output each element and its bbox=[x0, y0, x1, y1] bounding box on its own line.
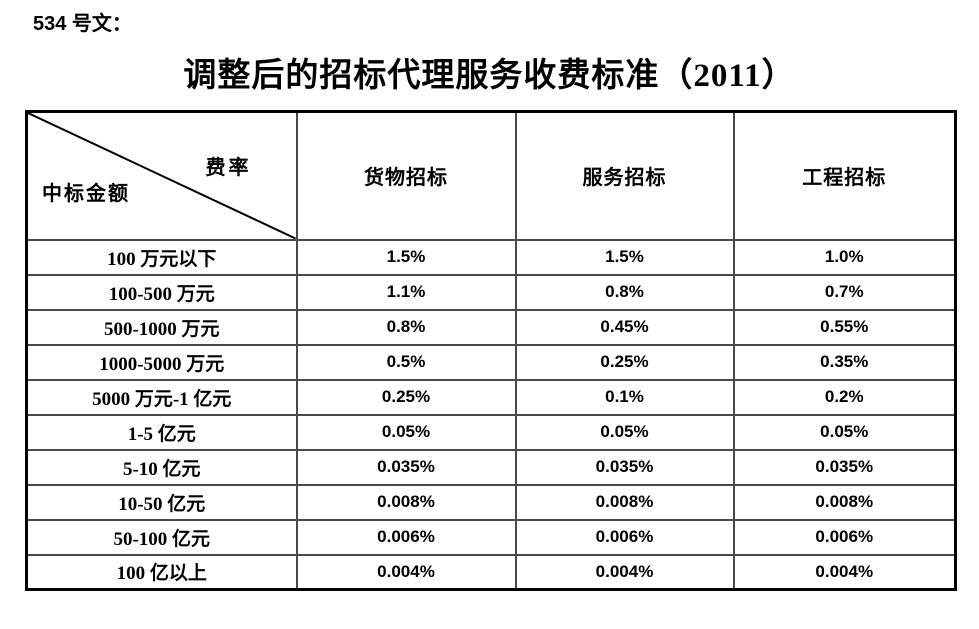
table-row: 10-50 亿元 0.008% 0.008% 0.008% bbox=[25, 483, 957, 521]
rate-value: 0.004% bbox=[514, 553, 735, 591]
rate-value: 0.006% bbox=[514, 518, 735, 556]
rate-value: 0.25% bbox=[514, 343, 735, 381]
table-row: 100 亿以上 0.004% 0.004% 0.004% bbox=[25, 553, 957, 591]
rate-value: 0.004% bbox=[295, 553, 517, 591]
doc-number-label: 534 号文： bbox=[33, 13, 132, 35]
table-row: 1-5 亿元 0.05% 0.05% 0.05% bbox=[25, 413, 957, 451]
rate-value: 0.05% bbox=[514, 413, 735, 451]
table-row: 50-100 亿元 0.006% 0.006% 0.006% bbox=[25, 518, 957, 556]
rate-value: 1.1% bbox=[295, 273, 517, 311]
rate-value: 0.1% bbox=[514, 378, 735, 416]
rate-value: 0.008% bbox=[514, 483, 735, 521]
row-label: 100-500 万元 bbox=[25, 273, 298, 311]
rate-value: 0.45% bbox=[514, 308, 735, 346]
rate-value: 0.7% bbox=[732, 273, 957, 311]
row-label: 10-50 亿元 bbox=[25, 483, 298, 521]
rate-value: 0.035% bbox=[732, 448, 957, 486]
row-label: 5-10 亿元 bbox=[25, 448, 298, 486]
rate-value: 0.035% bbox=[295, 448, 517, 486]
row-label: 50-100 亿元 bbox=[25, 518, 298, 556]
corner-label-bid-amount: 中标金额 bbox=[42, 182, 130, 205]
rate-value: 0.05% bbox=[732, 413, 957, 451]
rate-value: 0.008% bbox=[295, 483, 517, 521]
row-label: 5000 万元-1 亿元 bbox=[25, 378, 298, 416]
rate-value: 0.55% bbox=[732, 308, 957, 346]
rate-value: 0.006% bbox=[295, 518, 517, 556]
row-label: 100 亿以上 bbox=[25, 553, 298, 591]
table-row: 1000-5000 万元 0.5% 0.25% 0.35% bbox=[25, 343, 957, 381]
rate-value: 0.8% bbox=[295, 308, 517, 346]
table-row: 100 万元以下 1.5% 1.5% 1.0% bbox=[25, 238, 957, 276]
rate-value: 0.5% bbox=[295, 343, 517, 381]
corner-header-cell: 费率 中标金额 bbox=[25, 110, 298, 241]
table-row: 5-10 亿元 0.035% 0.035% 0.035% bbox=[25, 448, 957, 486]
column-header-service-bidding: 服务招标 bbox=[514, 110, 735, 241]
rate-value: 0.05% bbox=[295, 413, 517, 451]
diagonal-divider-line bbox=[28, 113, 296, 239]
row-label: 1000-5000 万元 bbox=[25, 343, 298, 381]
rate-value: 0.035% bbox=[514, 448, 735, 486]
table-row: 100-500 万元 1.1% 0.8% 0.7% bbox=[25, 273, 957, 311]
rate-value: 1.5% bbox=[295, 238, 517, 276]
page-title: 调整后的招标代理服务收费标准（2011） bbox=[183, 58, 796, 94]
row-label: 100 万元以下 bbox=[25, 238, 298, 276]
row-label: 500-1000 万元 bbox=[25, 308, 298, 346]
table-header-row: 费率 中标金额 货物招标 服务招标 工程招标 bbox=[25, 110, 957, 241]
fee-rate-table: 费率 中标金额 货物招标 服务招标 工程招标 100 万元以下 1.5% 1.5… bbox=[25, 110, 957, 591]
rate-value: 0.25% bbox=[295, 378, 517, 416]
column-header-goods-bidding: 货物招标 bbox=[295, 110, 517, 241]
rate-value: 0.35% bbox=[732, 343, 957, 381]
rate-value: 1.0% bbox=[732, 238, 957, 276]
rate-value: 0.004% bbox=[732, 553, 957, 591]
table-row: 5000 万元-1 亿元 0.25% 0.1% 0.2% bbox=[25, 378, 957, 416]
rate-value: 0.8% bbox=[514, 273, 735, 311]
row-label: 1-5 亿元 bbox=[25, 413, 298, 451]
rate-value: 1.5% bbox=[514, 238, 735, 276]
column-header-engineering-bidding: 工程招标 bbox=[732, 110, 957, 241]
rate-value: 0.006% bbox=[732, 518, 957, 556]
corner-label-rate: 费率 bbox=[205, 157, 252, 179]
rate-value: 0.008% bbox=[732, 483, 957, 521]
rate-value: 0.2% bbox=[732, 378, 957, 416]
table-row: 500-1000 万元 0.8% 0.45% 0.55% bbox=[25, 308, 957, 346]
